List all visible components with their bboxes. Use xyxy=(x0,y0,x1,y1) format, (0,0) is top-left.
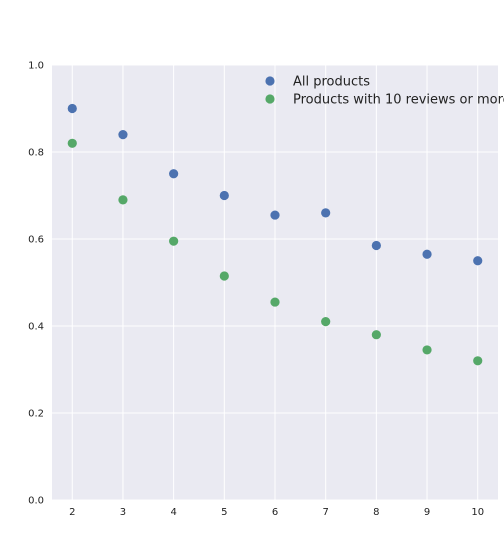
x-tick-label: 6 xyxy=(272,507,278,518)
series-2-point xyxy=(169,237,178,246)
x-tick-label: 10 xyxy=(471,507,484,518)
series-1-point xyxy=(270,210,279,219)
x-tick-label: 3 xyxy=(120,507,126,518)
series-1-point xyxy=(68,104,77,113)
series-1-point xyxy=(422,250,431,259)
series-1-point xyxy=(118,130,127,139)
series-1-point xyxy=(220,191,229,200)
legend-marker xyxy=(265,94,274,103)
legend-label: All products xyxy=(293,75,370,90)
y-tick-label: 1.0 xyxy=(28,61,44,72)
series-2-point xyxy=(118,195,127,204)
legend-label: Products with 10 reviews or more xyxy=(293,93,504,108)
series-2-point xyxy=(68,139,77,148)
series-2-point xyxy=(220,271,229,280)
series-1-point xyxy=(321,208,330,217)
series-1-point xyxy=(473,256,482,265)
x-tick-label: 5 xyxy=(221,507,227,518)
y-tick-label: 0.2 xyxy=(28,409,44,420)
x-tick-label: 7 xyxy=(322,507,328,518)
series-2-point xyxy=(270,297,279,306)
x-tick-label: 4 xyxy=(170,507,176,518)
y-tick-label: 0.8 xyxy=(28,148,44,159)
x-axis-ticks: 2 3 4 5 6 7 8 9 10 xyxy=(69,507,484,518)
y-tick-label: 0.0 xyxy=(28,496,44,507)
series-2-point xyxy=(473,356,482,365)
series-2-point xyxy=(321,317,330,326)
legend-marker xyxy=(265,76,274,85)
series-1-point xyxy=(372,241,381,250)
y-tick-label: 0.6 xyxy=(28,235,44,246)
series-2-point xyxy=(372,330,381,339)
series-2-point xyxy=(422,345,431,354)
x-tick-label: 2 xyxy=(69,507,75,518)
x-tick-label: 8 xyxy=(373,507,379,518)
x-tick-label: 9 xyxy=(424,507,430,518)
series-1-point xyxy=(169,169,178,178)
y-tick-label: 0.4 xyxy=(28,322,44,333)
y-axis-ticks: 0.0 0.2 0.4 0.6 0.8 1.0 xyxy=(28,61,44,507)
